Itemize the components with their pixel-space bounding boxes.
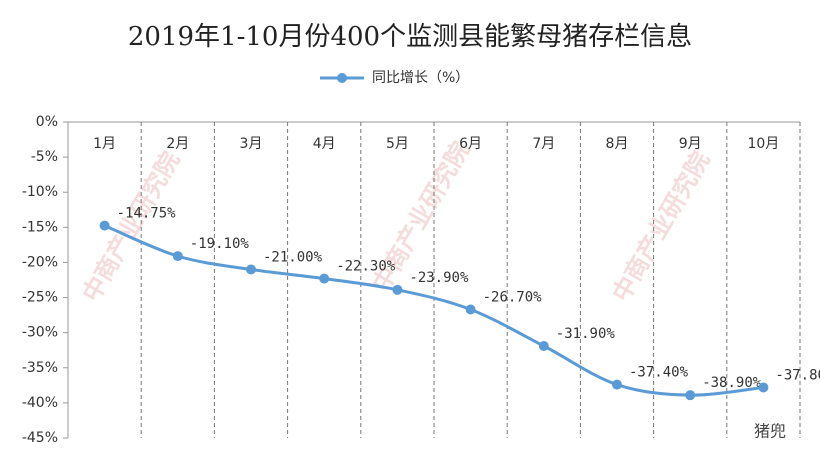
x-tick-label: 2月 [166,136,189,152]
y-tick-label: -10% [22,184,58,200]
y-tick-label: -25% [22,290,58,306]
point [465,304,476,315]
badge: 猪兜 [754,422,786,441]
point [538,341,549,352]
point [758,382,769,393]
y-tick-label: -30% [22,325,58,341]
point [319,273,330,284]
point [685,390,696,401]
x-tick-label: 4月 [313,136,336,152]
y-tick-label: -40% [22,395,58,411]
data-label: -14.75% [117,206,177,222]
legend-label: 同比增长（%） [372,70,469,86]
x-tick-label: 8月 [606,136,629,152]
y-tick-label: 0% [36,114,58,130]
y-tick-label: -15% [22,219,58,235]
y-tick-label: -5% [31,149,58,165]
y-tick-label: -20% [22,254,58,270]
data-label: -26.70% [483,289,543,305]
point [392,284,403,295]
point [246,264,256,275]
x-tick-label: 1月 [93,136,116,152]
point [612,379,622,390]
chart-title: 2019年1-10月份400个监测县能繁母猪存栏信息 [128,22,692,52]
x-tick-label: 6月 [459,136,482,152]
data-label: -38.90% [702,375,762,391]
point [172,251,183,262]
data-label: -21.00% [263,249,323,265]
x-tick-label: 9月 [679,136,702,152]
y-tick-label: -35% [22,360,58,376]
point [99,220,110,231]
series-line [104,224,764,397]
data-label: -23.90% [409,270,469,286]
legend-marker [337,73,347,83]
data-label: -31.90% [556,326,616,342]
y-tick-label: -45% [22,430,58,446]
data-label: -37.40% [629,365,689,381]
x-tick-label: 3月 [240,136,263,152]
x-tick-label: 10月 [747,136,779,152]
data-label: -37.80% [775,367,820,383]
data-label: -22.30% [336,259,396,275]
data-label: -19.10% [190,236,250,252]
x-tick-label: 5月 [386,136,409,152]
x-tick-label: 7月 [532,136,555,152]
